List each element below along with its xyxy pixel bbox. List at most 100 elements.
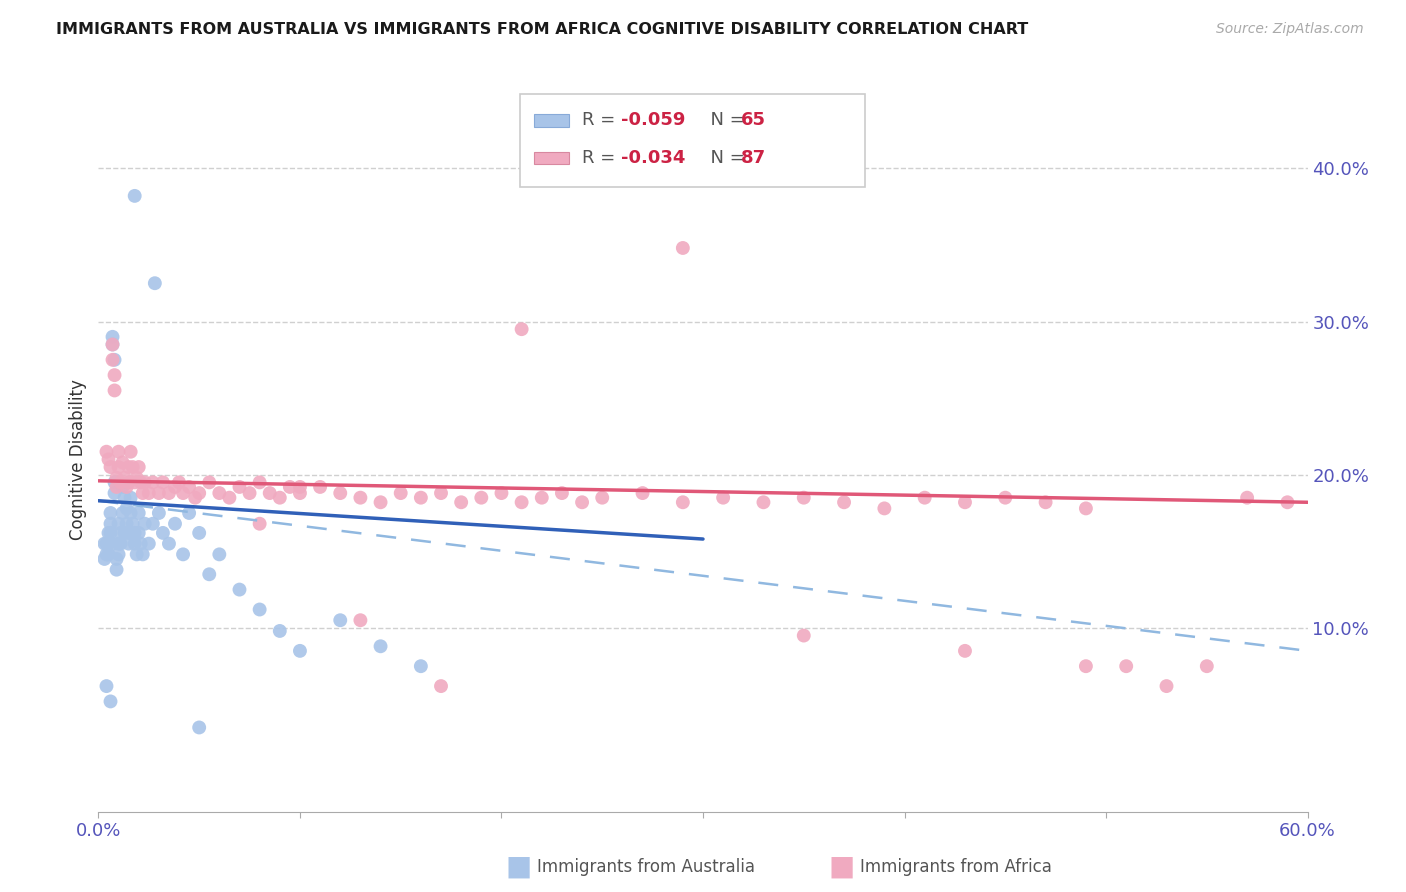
Text: Immigrants from Africa: Immigrants from Africa xyxy=(860,858,1052,876)
Point xyxy=(711,491,734,505)
Point xyxy=(115,516,138,531)
Point xyxy=(163,480,186,494)
Point xyxy=(510,322,533,336)
Point xyxy=(530,491,553,505)
Point xyxy=(249,516,271,531)
Point xyxy=(184,491,207,505)
Point xyxy=(115,501,138,516)
Point xyxy=(269,624,291,638)
Point xyxy=(329,486,352,500)
Point xyxy=(249,475,271,490)
Point xyxy=(349,491,371,505)
Point xyxy=(1074,501,1097,516)
Point xyxy=(138,536,160,550)
Point xyxy=(125,547,148,561)
Point xyxy=(128,460,150,475)
Point xyxy=(100,694,122,708)
Point xyxy=(1195,659,1218,673)
Point xyxy=(103,475,125,490)
Point xyxy=(152,525,174,540)
Point xyxy=(188,525,211,540)
Point xyxy=(105,552,128,566)
Point xyxy=(1236,491,1258,505)
Point xyxy=(124,189,146,203)
Point xyxy=(953,644,976,658)
Point xyxy=(914,491,936,505)
Point xyxy=(120,444,142,458)
Point xyxy=(132,486,155,500)
Point xyxy=(107,444,129,458)
Point xyxy=(288,644,311,658)
Point xyxy=(329,613,352,627)
Point xyxy=(370,495,392,509)
Text: 65: 65 xyxy=(741,112,766,129)
Point xyxy=(101,337,124,351)
Point xyxy=(110,475,132,490)
Point xyxy=(430,679,453,693)
Point xyxy=(167,475,190,490)
Point xyxy=(97,452,120,467)
Text: N =: N = xyxy=(699,112,751,129)
Point xyxy=(143,276,166,290)
Point xyxy=(278,480,301,494)
Point xyxy=(1277,495,1299,509)
Point xyxy=(571,495,593,509)
Point xyxy=(163,516,186,531)
Point xyxy=(1156,679,1178,693)
Point xyxy=(103,368,125,383)
Point xyxy=(128,525,150,540)
Point xyxy=(118,525,141,540)
Point xyxy=(793,491,815,505)
Point xyxy=(994,491,1017,505)
Text: -0.034: -0.034 xyxy=(621,149,686,167)
Y-axis label: Cognitive Disability: Cognitive Disability xyxy=(69,379,87,540)
Point xyxy=(491,486,513,500)
Point xyxy=(157,486,180,500)
Point xyxy=(470,491,492,505)
Point xyxy=(129,536,152,550)
Point xyxy=(118,460,141,475)
Point xyxy=(111,455,134,469)
Point xyxy=(188,721,211,735)
Point xyxy=(110,536,132,550)
Point xyxy=(228,480,250,494)
Point xyxy=(121,516,143,531)
Point xyxy=(259,486,281,500)
Text: R =: R = xyxy=(582,112,621,129)
Point xyxy=(115,480,138,494)
Point xyxy=(1035,495,1057,509)
Point xyxy=(142,475,165,490)
Point xyxy=(752,495,775,509)
Point xyxy=(100,460,122,475)
Point xyxy=(125,471,148,485)
Point xyxy=(93,536,115,550)
Point xyxy=(124,536,146,550)
Point xyxy=(107,536,129,550)
Point xyxy=(124,525,146,540)
Point xyxy=(107,547,129,561)
Point xyxy=(288,486,311,500)
Text: ■: ■ xyxy=(828,853,855,881)
Point xyxy=(134,475,156,490)
Point xyxy=(105,480,128,494)
Point xyxy=(631,486,654,500)
Text: R =: R = xyxy=(582,149,621,167)
Point xyxy=(97,547,120,561)
Point xyxy=(148,506,170,520)
Point xyxy=(105,563,128,577)
Point xyxy=(172,547,194,561)
Point xyxy=(103,352,125,367)
Point xyxy=(389,486,412,500)
Point xyxy=(118,475,141,490)
Point xyxy=(198,567,221,582)
Point xyxy=(208,486,231,500)
Point xyxy=(110,525,132,540)
Point xyxy=(793,628,815,642)
Point xyxy=(1074,659,1097,673)
Point xyxy=(228,582,250,597)
Point xyxy=(551,486,574,500)
Point xyxy=(249,602,271,616)
Point xyxy=(188,486,211,500)
Point xyxy=(107,460,129,475)
Point xyxy=(172,486,194,500)
